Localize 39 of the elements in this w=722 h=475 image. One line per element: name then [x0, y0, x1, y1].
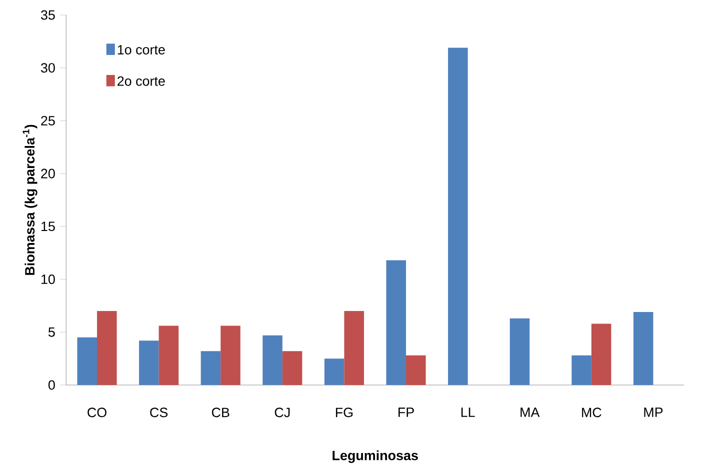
text: Biomassa (kg parcela$^{-1}$): [22, 124, 38, 275]
bar: [572, 355, 592, 385]
legend-label: 1o corte: [118, 45, 165, 54]
bar: [282, 351, 302, 385]
bar: [324, 358, 344, 385]
x-tick-label: LL: [461, 408, 475, 417]
bar: [77, 337, 97, 385]
legend-label: 2o corte: [118, 76, 165, 86]
bar: [158, 326, 179, 385]
x-tick-label: CJ: [274, 408, 290, 418]
x-axis-title: Leguminosas: [332, 450, 418, 463]
x-tick-label: CS: [150, 408, 168, 418]
bar: [262, 335, 282, 385]
y-tick-label: 35: [40, 10, 55, 20]
y-tick-label: 15: [41, 222, 55, 232]
y-tick-label: 30: [40, 63, 55, 73]
bar: [633, 312, 654, 385]
x-tick-label: MA: [520, 408, 540, 417]
y-tick-label: 0: [48, 380, 55, 390]
x-tick-label: MC: [582, 408, 602, 418]
y-tick-label: 10: [41, 274, 55, 284]
bar: [591, 324, 612, 385]
x-tick-label: CB: [212, 408, 230, 418]
y-tick-label: 5: [48, 327, 55, 337]
x-tick-label: FP: [398, 408, 414, 417]
bar: [510, 318, 530, 385]
bar: [200, 351, 221, 385]
y-tick-label: 25: [41, 116, 55, 126]
bar: [448, 48, 468, 385]
y-tick-label: 20: [41, 168, 55, 178]
x-tick-label: MP: [644, 408, 663, 417]
x-tick-label: CO: [88, 408, 106, 418]
bar: [406, 355, 426, 385]
bar: [344, 311, 364, 385]
bar: [139, 340, 159, 385]
bar: [220, 326, 240, 385]
bar: [386, 260, 406, 385]
x-tick-label: FG: [336, 408, 353, 418]
bar: [97, 311, 117, 385]
